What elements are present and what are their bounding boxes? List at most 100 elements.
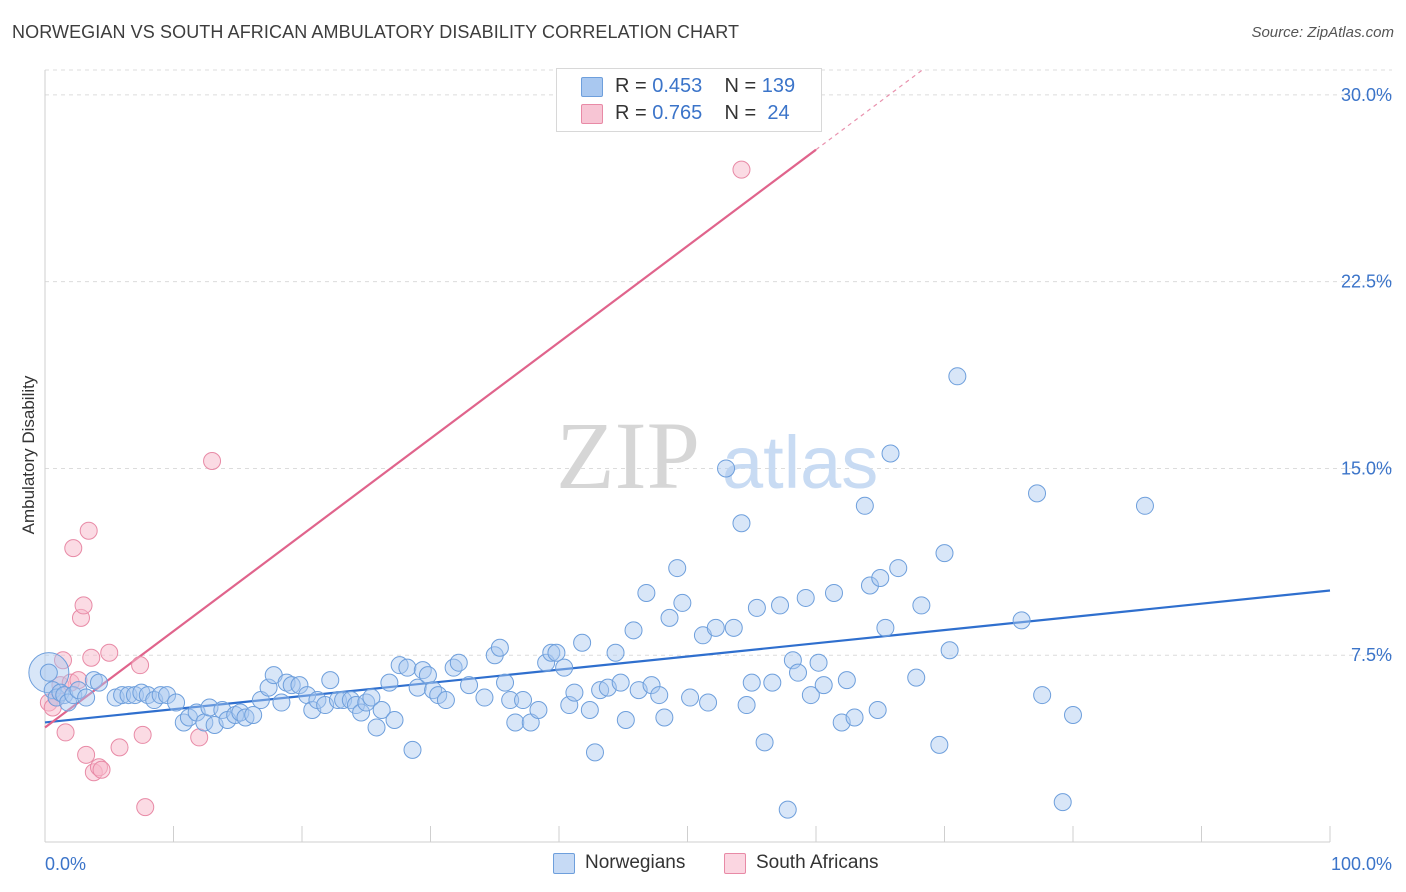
norwegians-point xyxy=(565,683,584,702)
norwegians-point xyxy=(747,598,766,617)
norwegians-point xyxy=(580,701,599,720)
norwegians-point xyxy=(660,608,679,627)
source-label: Source: ZipAtlas.com xyxy=(1251,24,1394,41)
norwegians-point xyxy=(868,701,887,720)
norwegians-point xyxy=(514,691,533,710)
norwegians-point xyxy=(1033,686,1052,705)
norwegians-point xyxy=(673,593,692,612)
norwegians-point xyxy=(113,686,132,705)
norwegians-point xyxy=(357,693,376,712)
norwegians-point xyxy=(706,618,725,637)
norwegians-point xyxy=(555,658,574,677)
bottom-legend-label: Norwegians xyxy=(585,852,686,873)
norwegians-point xyxy=(436,691,455,710)
norwegians-point xyxy=(814,676,833,695)
norwegians-point xyxy=(778,800,797,819)
norwegians-point xyxy=(907,668,926,687)
norwegians-point xyxy=(542,643,561,662)
norwegians-point xyxy=(424,681,443,700)
norwegians-point xyxy=(226,705,245,724)
norwegians-point xyxy=(845,708,864,727)
norwegians-point xyxy=(668,559,687,578)
norwegians-point xyxy=(573,633,592,652)
norwegians-point xyxy=(385,710,404,729)
y-tick-label: 22.5% xyxy=(1341,272,1392,292)
norwegians-point xyxy=(585,743,604,762)
norwegians-point xyxy=(637,583,656,602)
norwegians-point xyxy=(771,596,790,615)
norwegians-point xyxy=(84,671,103,690)
norwegians-point xyxy=(167,693,186,712)
norwegians-point xyxy=(69,681,88,700)
norwegians-point xyxy=(650,686,669,705)
norwegians-point xyxy=(809,653,828,672)
norwegians-point xyxy=(506,713,525,732)
norwegians-point xyxy=(328,691,347,710)
x-tick-label: 100.0% xyxy=(1331,854,1392,874)
south-africans-point xyxy=(110,738,129,757)
y-axis-label: Ambulatory Disability xyxy=(19,375,38,534)
norwegians-point xyxy=(244,705,263,724)
norwegians-point xyxy=(547,643,566,662)
norwegians-points xyxy=(28,367,1154,819)
norwegians-point xyxy=(501,691,520,710)
norwegians-point xyxy=(449,653,468,672)
tick-labels: 7.5% 15.0% 22.5% 30.0% 0.0% 100.0% xyxy=(45,85,1392,874)
norwegians-point xyxy=(413,661,432,680)
watermark-atlas: atlas xyxy=(722,421,878,504)
norwegians-point xyxy=(724,618,743,637)
legend-swatch-pink xyxy=(581,104,603,124)
norwegians-point xyxy=(855,496,874,515)
south-africans-point xyxy=(82,648,101,667)
norwegians-point xyxy=(881,444,900,463)
norwegians-point xyxy=(655,708,674,727)
norwegians-point xyxy=(89,673,108,692)
norwegians-point xyxy=(490,638,509,657)
trend-lines xyxy=(44,69,1331,729)
norwegians-point xyxy=(789,663,808,682)
norwegians-point xyxy=(948,367,967,386)
legend-r-label: R = xyxy=(615,102,647,124)
y-tick-label: 7.5% xyxy=(1351,645,1392,665)
norwegians-point xyxy=(889,559,908,578)
norwegians-point xyxy=(860,576,879,595)
south-africans-point xyxy=(100,643,119,662)
chart-title: NORWEGIAN VS SOUTH AFRICAN AMBULATORY DI… xyxy=(12,22,740,42)
x-tick-label: 0.0% xyxy=(45,854,86,874)
south-africans-point xyxy=(136,798,155,817)
norwegians-point xyxy=(418,666,437,685)
legend-n-label: N = xyxy=(724,102,757,124)
norwegians-point xyxy=(1028,484,1047,503)
norwegians-point xyxy=(616,710,635,729)
norwegians-point xyxy=(496,673,515,692)
norwegians-point xyxy=(408,678,427,697)
norwegians-cluster-point xyxy=(28,652,70,694)
norwegians-point xyxy=(717,459,736,478)
norwegians-point xyxy=(801,686,820,705)
south-africans-point xyxy=(732,160,751,179)
norwegians-point xyxy=(372,701,391,720)
south-africans-point xyxy=(56,723,75,742)
legend-n-value: 24 xyxy=(767,102,790,124)
norwegians-point xyxy=(460,676,479,695)
norwegians-point xyxy=(742,673,761,692)
south-africans-trend-extension xyxy=(815,69,923,151)
south-africans-point xyxy=(190,728,209,747)
legend: R = 0.453 N = 139 R = 0.765 N = 24 xyxy=(556,68,822,132)
norwegians-point xyxy=(912,596,931,615)
south-africans-point xyxy=(74,596,93,615)
norwegians-trend-line xyxy=(44,589,1331,724)
norwegians-point xyxy=(606,643,625,662)
norwegians-point xyxy=(1135,496,1154,515)
legend-n-label: N = xyxy=(724,75,757,97)
y-tick-label: 30.0% xyxy=(1341,85,1392,105)
watermark: ZIP atlas xyxy=(556,402,878,509)
south-africans-trend-line xyxy=(44,148,817,729)
norwegians-point xyxy=(699,693,718,712)
south-africans-point xyxy=(133,725,152,744)
norwegians-point xyxy=(475,688,494,707)
legend-r-label: R = xyxy=(615,75,647,97)
norwegians-point xyxy=(871,569,890,588)
grid-lines xyxy=(45,69,1392,656)
